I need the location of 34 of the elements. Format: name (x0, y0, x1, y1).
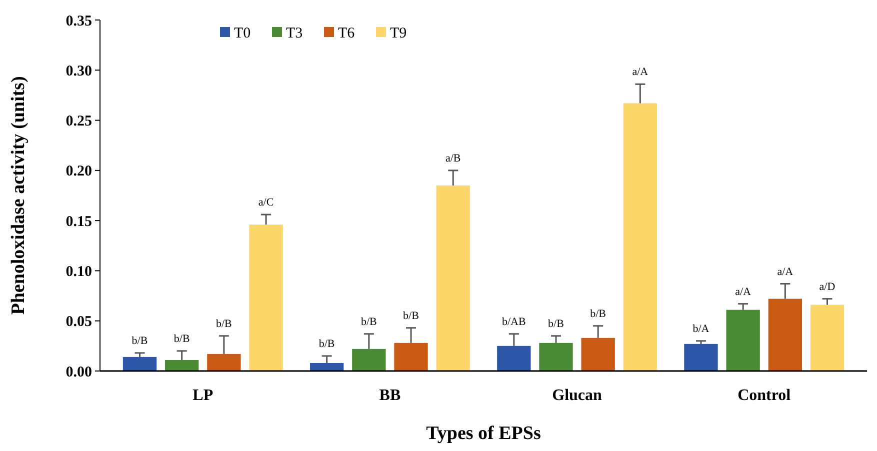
y-tick-label: 0.05 (66, 314, 92, 330)
x-tick-label: LP (192, 387, 214, 404)
y-tick-label: 0.00 (66, 364, 92, 380)
data-label: a/C (258, 196, 274, 209)
data-label: b/A (692, 322, 710, 335)
data-label: a/A (632, 66, 648, 78)
y-tick-label: 0.35 (66, 13, 92, 30)
y-tick-label: 0.25 (66, 114, 92, 130)
data-label: a/B (445, 152, 461, 164)
legend-label: T9 (390, 25, 407, 42)
x-axis-title: Types of EPSs (426, 423, 541, 444)
y-tick-label: 0.20 (66, 164, 92, 180)
x-tick-label: Glucan (552, 387, 602, 404)
legend-label: T6 (338, 25, 356, 42)
data-label: a/A (777, 266, 794, 278)
data-label: b/B (216, 318, 232, 330)
y-tick-label: 0.10 (66, 264, 92, 280)
data-label: b/B (360, 316, 377, 328)
x-tick-label: BB (379, 387, 401, 404)
data-label: b/B (548, 318, 564, 330)
x-tick-label: Control (738, 387, 792, 404)
data-label: b/B (132, 334, 148, 347)
legend-label: T0 (234, 25, 251, 42)
data-label: b/B (590, 308, 606, 320)
legend-label: T3 (286, 25, 303, 42)
y-tick-label: 0.30 (66, 63, 92, 80)
data-label: b/B (174, 332, 190, 345)
y-tick-label: 0.15 (66, 214, 92, 230)
data-label: b/B (403, 310, 419, 322)
data-label: b/B (318, 338, 335, 350)
data-label: a/D (819, 280, 836, 293)
data-label: b/AB (502, 316, 526, 328)
data-label: a/A (735, 286, 752, 298)
y-axis-title: Phenoloxidase activity (units) (8, 76, 29, 315)
